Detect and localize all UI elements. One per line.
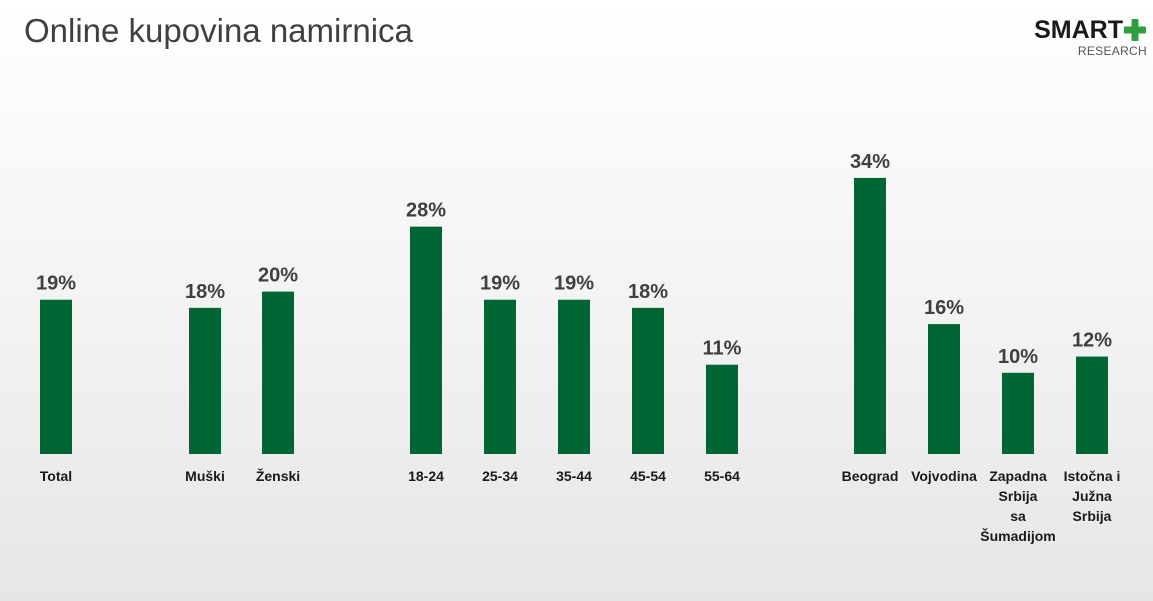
category-label-line: Vojvodina bbox=[911, 468, 977, 484]
category-label-line: sa bbox=[1010, 508, 1026, 524]
bar-7 bbox=[706, 364, 738, 454]
category-label-9: Vojvodina bbox=[911, 468, 977, 484]
category-label-line: Šumadijom bbox=[980, 527, 1055, 544]
category-label-7: 55-64 bbox=[704, 468, 740, 484]
category-label-line: Muški bbox=[185, 468, 225, 484]
category-label-2: Ženski bbox=[256, 467, 300, 484]
category-label-line: Istočna i bbox=[1064, 468, 1121, 484]
bar-5 bbox=[558, 299, 590, 454]
category-label-11: Istočna i Južna Srbija bbox=[1064, 468, 1121, 524]
category-label-line: 55-64 bbox=[704, 468, 740, 484]
bar-3 bbox=[410, 226, 442, 454]
value-label-3: 28% bbox=[406, 200, 446, 222]
category-label-6: 45-54 bbox=[630, 468, 666, 484]
logo-subtitle: RESEARCH bbox=[1077, 44, 1147, 58]
category-label-3: 18-24 bbox=[408, 468, 444, 484]
value-label-10: 10% bbox=[998, 346, 1038, 368]
category-label-5: 35-44 bbox=[556, 468, 592, 484]
bar-4 bbox=[484, 299, 516, 454]
logo-brand: SMART bbox=[1034, 16, 1123, 44]
category-label-1: Muški bbox=[185, 468, 225, 484]
value-label-2: 20% bbox=[258, 265, 298, 287]
category-label-line: Srbija bbox=[999, 488, 1038, 504]
page-title: Online kupovina namirnica bbox=[24, 12, 413, 49]
bar-9 bbox=[928, 324, 960, 454]
category-label-line: Total bbox=[40, 468, 72, 484]
category-label-line: 18-24 bbox=[408, 468, 444, 484]
category-label-line: Zapadna bbox=[989, 468, 1047, 484]
value-label-11: 12% bbox=[1072, 330, 1112, 352]
plus-icon bbox=[1124, 19, 1146, 41]
smart-research-logo: SMART RESEARCH bbox=[1007, 16, 1147, 66]
category-label-line: Beograd bbox=[842, 468, 899, 484]
category-label-line: Južna bbox=[1072, 488, 1112, 504]
bar-2 bbox=[262, 291, 294, 454]
bar-8 bbox=[854, 177, 886, 455]
category-label-line: 35-44 bbox=[556, 468, 592, 484]
bar-0 bbox=[40, 299, 72, 454]
value-label-1: 18% bbox=[185, 281, 225, 303]
value-label-5: 19% bbox=[554, 273, 594, 295]
category-label-8: Beograd bbox=[842, 468, 899, 484]
bar-6 bbox=[632, 307, 664, 454]
category-label-10: Zapadna Srbija sa Šumadijom bbox=[980, 468, 1055, 544]
bar-11 bbox=[1076, 356, 1108, 454]
value-label-7: 11% bbox=[703, 338, 742, 360]
value-label-6: 18% bbox=[628, 281, 668, 303]
bar-1 bbox=[189, 307, 221, 454]
value-label-9: 16% bbox=[924, 297, 964, 319]
value-label-0: 19% bbox=[36, 273, 76, 295]
category-label-line: Srbija bbox=[1073, 508, 1112, 524]
category-label-line: 25-34 bbox=[482, 468, 518, 484]
value-label-8: 34% bbox=[850, 151, 890, 173]
category-label-0: Total bbox=[40, 468, 72, 484]
category-label-line: Ženski bbox=[256, 467, 300, 484]
bar-10 bbox=[1002, 372, 1034, 454]
value-label-4: 19% bbox=[480, 273, 520, 295]
category-label-line: 45-54 bbox=[630, 468, 666, 484]
category-label-4: 25-34 bbox=[482, 468, 518, 484]
